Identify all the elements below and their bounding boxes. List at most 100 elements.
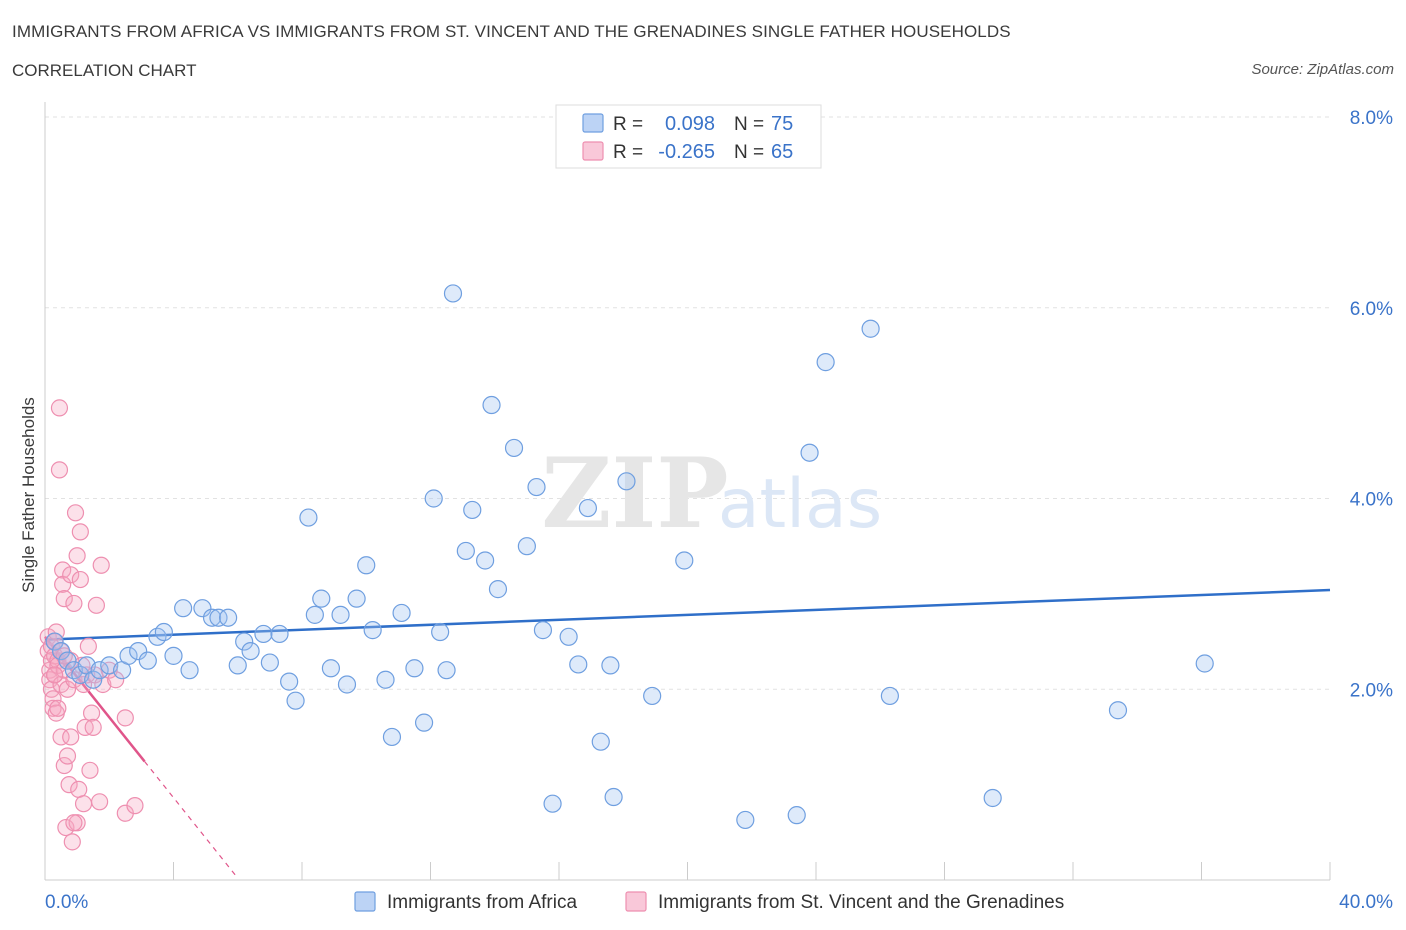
point-st-vincent-60 [126,797,144,815]
legend-swatch-africa [582,113,604,133]
point-st-vincent-54 [92,556,110,574]
y-tick-label-0: 2.0% [1350,680,1393,701]
point-st-vincent-25 [55,756,73,775]
point-africa-15 [164,646,183,665]
chart-subtitle: CORRELATION CHART [12,61,197,80]
point-st-vincent-21 [54,561,72,579]
watermark-atlas: atlas [718,465,882,544]
point-africa-33 [321,659,341,678]
point-africa-57 [543,794,562,813]
point-st-vincent-62 [49,699,67,717]
legend-n-label-st-vincent: N = [734,142,764,163]
point-africa-23 [235,632,254,651]
point-africa-19 [202,608,222,627]
point-st-vincent-20 [52,728,70,746]
point-africa-34 [331,605,350,624]
trend-line-st-vincent-extension [144,761,239,879]
gridlines [45,116,1330,690]
point-africa-1 [51,641,71,661]
point-africa-72 [880,686,899,706]
trend-line-st-vincent [44,636,146,763]
point-africa-38 [363,621,382,640]
point-africa-39 [376,670,395,689]
point-st-vincent-7 [44,690,62,708]
point-africa-56 [533,621,553,640]
point-africa-0 [45,632,64,651]
y-axis-label: Single Father Households [19,397,38,593]
point-africa-59 [569,655,588,674]
point-st-vincent-23 [55,590,73,608]
x-tick-label-1: 40.0% [1339,892,1393,913]
point-st-vincent-53 [91,793,109,811]
y-tick-label-2: 6.0% [1350,299,1393,320]
point-africa-25 [254,624,273,644]
point-africa-30 [299,508,318,527]
point-africa-14 [154,622,173,642]
point-africa-31 [305,605,324,624]
point-st-vincent-50 [84,718,102,737]
point-africa-69 [800,443,819,462]
point-st-vincent-12 [47,623,65,641]
point-st-vincent-27 [58,680,77,698]
point-africa-6 [84,670,103,689]
bottom-legend: Immigrants from Africa Immigrants from S… [354,891,1064,913]
point-st-vincent-36 [66,504,85,522]
point-africa-45 [431,622,450,642]
point-st-vincent-40 [71,523,89,541]
point-africa-65 [643,686,662,706]
tick-labels: 2.0% 4.0% 6.0% 8.0% 0.0% 40.0% [45,108,1393,913]
point-st-vincent-17 [50,461,69,479]
point-africa-67 [736,810,755,830]
legend-box: R = 0.098 N = 75 R = -0.265 N = 65 [555,104,822,169]
point-africa-29 [286,691,305,710]
point-africa-70 [816,353,835,372]
chart-title: IMMIGRANTS FROM AFRICA VS IMMIGRANTS FRO… [12,22,1011,41]
point-africa-21 [219,608,238,627]
axes [44,102,1331,881]
point-africa-55 [527,477,546,497]
points-st-vincent [39,399,144,851]
x-tick-label-0: 0.0% [45,892,88,913]
point-st-vincent-58 [116,709,134,727]
point-st-vincent-47 [79,637,97,655]
point-africa-2 [58,651,77,670]
point-africa-46 [437,661,456,680]
point-st-vincent-28 [58,747,77,765]
source-label: Source: ZipAtlas.com [1251,61,1394,78]
legend-r-value-st-vincent: -0.265 [658,141,715,163]
bottom-legend-swatch-africa [354,891,376,912]
point-africa-54 [517,537,536,556]
point-africa-43 [414,713,434,732]
y-tick-label-1: 4.0% [1350,490,1393,511]
point-africa-51 [482,395,501,415]
point-africa-20 [209,608,228,627]
trend-line-africa [44,588,1331,641]
point-africa-63 [604,787,623,807]
point-africa-48 [456,541,475,561]
point-africa-64 [617,472,636,491]
point-africa-68 [787,806,806,825]
point-africa-60 [578,498,598,518]
legend-n-label-africa: N = [734,114,764,135]
legend-r-label-africa: R = [613,114,643,135]
bottom-legend-label-africa: Immigrants from Africa [387,892,577,913]
point-st-vincent-8 [44,699,62,717]
watermark: ZIP atlas [541,437,882,550]
point-st-vincent-29 [60,776,78,794]
point-st-vincent-64 [65,814,83,832]
point-st-vincent-56 [100,661,118,679]
point-africa-32 [312,589,331,608]
legend-swatch-st-vincent [582,141,604,161]
bottom-legend-swatch-st-vincent [625,891,647,912]
y-tick-label-3: 8.0% [1350,108,1393,129]
watermark-zip: ZIP [541,437,728,550]
legend-n-value-st-vincent: 65 [771,141,793,163]
point-st-vincent-41 [71,570,89,589]
point-africa-11 [129,641,148,661]
point-africa-47 [443,284,463,303]
point-africa-50 [476,551,495,570]
point-africa-35 [337,675,357,694]
point-st-vincent-39 [70,780,88,798]
point-st-vincent-49 [82,704,101,722]
